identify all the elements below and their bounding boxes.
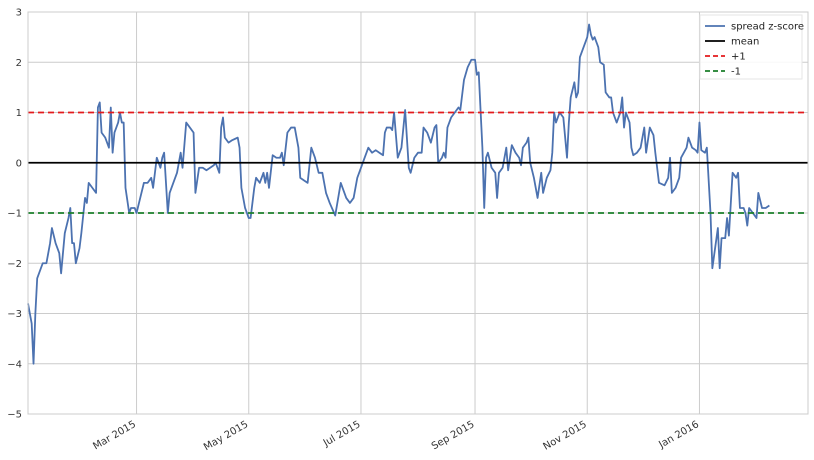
series-lines <box>27 23 808 365</box>
legend-mean-label: mean <box>731 37 759 48</box>
x-tick-label: May 2015 <box>202 419 250 453</box>
y-tick-label: −2 <box>7 259 22 270</box>
y-tick-label: −4 <box>7 359 22 370</box>
series-spread-z-score-line <box>27 23 770 365</box>
x-tick-label: Mar 2015 <box>91 419 138 452</box>
x-tick-label: Sep 2015 <box>430 419 477 452</box>
x-tick-label: Jan 2016 <box>656 419 701 451</box>
y-tick-labels: 3 2 1 0 −1 −2 −3 −4 −5 <box>7 8 22 421</box>
legend-1-label: +1 <box>731 52 746 63</box>
legend-spread-z-score-label: spread z-score <box>731 22 804 33</box>
plot-frame <box>27 11 809 415</box>
x-tick-label: Nov 2015 <box>542 419 589 453</box>
y-tick-label: 2 <box>16 58 22 69</box>
y-tick-label: −1 <box>7 209 22 220</box>
legend: spread z-score mean +1 -1 <box>699 14 804 80</box>
x-tick-label: Jul 2015 <box>321 419 363 449</box>
y-tick-label: −3 <box>7 309 22 320</box>
y-tick-label: −5 <box>7 410 22 421</box>
legend-1-label: -1 <box>731 67 741 78</box>
x-tick-labels: Mar 2015 May 2015 Jul 2015 Sep 2015 Nov 2015… <box>91 419 701 453</box>
y-tick-label: 3 <box>16 8 22 19</box>
y-tick-label: 1 <box>16 108 22 119</box>
y-tick-label: 0 <box>16 158 22 169</box>
